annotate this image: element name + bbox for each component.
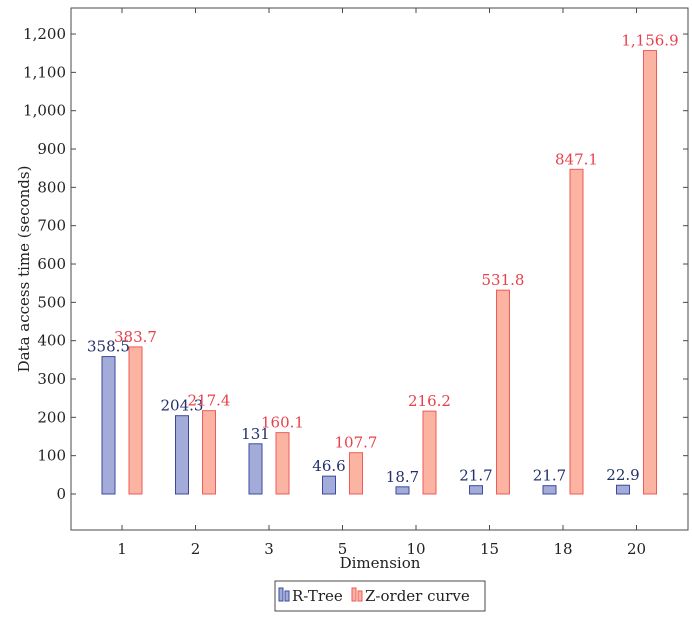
legend-label-r-tree: R-Tree [292, 587, 343, 605]
legend-frame [274, 580, 486, 612]
data-label-r-tree: 131 [241, 425, 270, 443]
y-tick-label: 700 [37, 217, 66, 235]
data-label-z-order-curve: 1,156.9 [621, 32, 678, 50]
bar-z-order-curve [643, 50, 657, 495]
legend-label-z-order-curve: Z-order curve [365, 587, 470, 605]
bar-r-tree [248, 443, 263, 495]
data-label-r-tree: 46.6 [312, 457, 345, 475]
bar-r-tree [395, 486, 410, 495]
data-label-r-tree: 21.7 [533, 467, 566, 485]
x-tick-label: 5 [338, 540, 348, 558]
data-label-z-order-curve: 217.4 [188, 392, 231, 410]
y-tick-label: 1,000 [23, 102, 66, 120]
bar-r-tree [322, 475, 336, 495]
bar-z-order-curve [128, 346, 143, 495]
legend-swatch-r-tree-a [278, 587, 284, 602]
y-tick-label: 800 [37, 178, 66, 196]
data-label-r-tree: 18.7 [386, 468, 419, 486]
bar-z-order-curve [275, 432, 290, 495]
bar-r-tree [101, 356, 116, 495]
data-label-r-tree: 21.7 [459, 467, 492, 485]
bar-z-order-curve [422, 410, 437, 495]
data-label-r-tree: 204.3 [161, 397, 204, 415]
bar-r-tree [469, 485, 483, 495]
x-axis: 1 2 3 5 10 15 18 20 [117, 8, 646, 558]
y-tick-label: 1,100 [23, 63, 66, 81]
x-tick-label: 3 [264, 540, 274, 558]
y-axis-title: Data access time (seconds) [15, 166, 33, 373]
x-axis-title: Dimension [340, 554, 421, 572]
data-label-z-order-curve: 216.2 [408, 392, 451, 410]
legend-swatch-z-order-b [357, 590, 363, 602]
y-tick-label: 400 [37, 332, 66, 350]
data-label-r-tree: 358.5 [87, 338, 130, 356]
data-label-z-order-curve: 531.8 [482, 271, 525, 289]
x-tick-label: 18 [553, 540, 572, 558]
bar-r-tree [542, 485, 557, 495]
bar-r-tree [175, 415, 189, 495]
bars-layer [101, 50, 657, 495]
y-tick-label: 300 [37, 370, 66, 388]
data-label-z-order-curve: 847.1 [555, 150, 598, 168]
bar-r-tree [616, 484, 630, 495]
data-label-z-order-curve: 107.7 [335, 434, 378, 452]
y-tick-label: 900 [37, 140, 66, 158]
y-axis: 0 100 200 300 400 500 600 700 800 900 1,000 1,100 1,… [23, 25, 688, 503]
legend: R-Tree Z-order curve [274, 580, 486, 612]
bar-z-order-curve [496, 289, 510, 495]
data-label-r-tree: 22.9 [606, 466, 639, 484]
y-tick-label: 500 [37, 293, 66, 311]
y-tick-label: 0 [56, 485, 66, 503]
x-tick-label: 1 [117, 540, 127, 558]
legend-swatch-r-tree-b [284, 590, 290, 602]
y-tick-label: 1,200 [23, 25, 66, 43]
y-tick-label: 100 [37, 447, 66, 465]
y-tick-label: 600 [37, 255, 66, 273]
x-tick-label: 10 [406, 540, 425, 558]
x-tick-label: 15 [480, 540, 499, 558]
plot-frame [70, 7, 689, 531]
legend-swatch-z-order-a [351, 587, 357, 602]
data-label-z-order-curve: 160.1 [261, 414, 304, 432]
x-tick-label: 2 [191, 540, 201, 558]
y-tick-label: 200 [37, 408, 66, 426]
bar-z-order-curve [349, 452, 363, 495]
data-label-z-order-curve: 383.7 [114, 328, 157, 346]
bar-z-order-curve [569, 168, 584, 495]
bar-z-order-curve [202, 410, 216, 495]
x-tick-label: 20 [627, 540, 646, 558]
